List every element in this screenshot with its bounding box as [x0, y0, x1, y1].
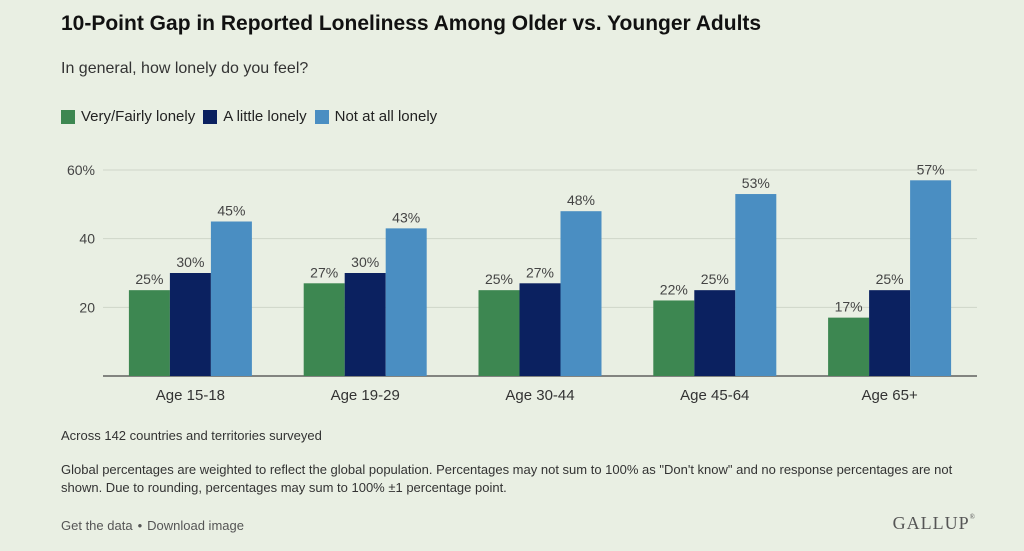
- data-label: 22%: [660, 281, 688, 297]
- data-label: 30%: [351, 254, 379, 270]
- y-tick-label: 40: [79, 231, 95, 247]
- legend-item-not-at-all-lonely: Not at all lonely: [314, 108, 438, 125]
- data-label: 53%: [742, 175, 770, 191]
- bar: [128, 290, 170, 376]
- data-label: 48%: [567, 192, 595, 208]
- legend-label: Not at all lonely: [334, 108, 438, 125]
- x-category-label: Age 45-64: [680, 387, 749, 404]
- footer-links: Get the data • Download image: [61, 518, 244, 533]
- bar: [210, 221, 252, 376]
- data-label: 25%: [701, 271, 729, 287]
- x-category-label: Age 30-44: [505, 387, 574, 404]
- x-category-label: Age 65+: [861, 387, 918, 404]
- get-data-link[interactable]: Get the data: [61, 518, 133, 533]
- bar: [385, 228, 427, 376]
- data-label: 25%: [876, 271, 904, 287]
- x-category-label: Age 19-29: [331, 387, 400, 404]
- legend-swatch: [203, 109, 218, 124]
- download-image-link[interactable]: Download image: [147, 518, 244, 533]
- gallup-logo: GALLUP®: [892, 513, 976, 533]
- bar: [303, 283, 345, 376]
- legend-item-very-fairly-lonely: Very/Fairly lonely: [61, 108, 195, 125]
- bar: [910, 180, 952, 376]
- data-label: 43%: [392, 209, 420, 225]
- data-label: 27%: [310, 264, 338, 280]
- data-label: 57%: [917, 161, 945, 177]
- legend-swatch: [314, 109, 329, 124]
- chart-subtitle: In general, how lonely do you feel?: [61, 60, 309, 77]
- bar: [519, 283, 561, 376]
- legend: Very/Fairly lonely A little lonely Not a…: [61, 108, 445, 125]
- bar: [653, 300, 695, 376]
- x-category-label: Age 15-18: [156, 387, 225, 404]
- data-label: 27%: [526, 264, 554, 280]
- data-label: 17%: [835, 299, 863, 315]
- legend-item-a-little-lonely: A little lonely: [203, 108, 307, 125]
- bar: [735, 194, 777, 376]
- y-tick-label: 60%: [67, 162, 95, 178]
- bar: [828, 317, 870, 376]
- y-tick-label: 20: [79, 299, 95, 315]
- data-label: 25%: [135, 271, 163, 287]
- legend-label: Very/Fairly lonely: [81, 108, 196, 125]
- data-label: 30%: [176, 254, 204, 270]
- bar: [694, 290, 736, 376]
- legend-label: A little lonely: [223, 108, 307, 125]
- separator: •: [137, 518, 143, 533]
- bar: [169, 273, 211, 376]
- data-label: 45%: [217, 203, 245, 219]
- method-note: Global percentages are weighted to refle…: [61, 462, 953, 495]
- bar: [344, 273, 386, 376]
- bar-chart: 20 40 60% 25% 30% 45% Age 15-18 27% 30% 43% Age 19…: [67, 161, 977, 404]
- data-label: 25%: [485, 271, 513, 287]
- legend-swatch: [61, 109, 75, 124]
- bar: [869, 290, 911, 376]
- bar: [478, 290, 520, 376]
- coverage-note: Across 142 countries and territories sur…: [61, 428, 322, 443]
- bar: [560, 211, 602, 376]
- chart-title: 10-Point Gap in Reported Loneliness Amon…: [61, 12, 762, 35]
